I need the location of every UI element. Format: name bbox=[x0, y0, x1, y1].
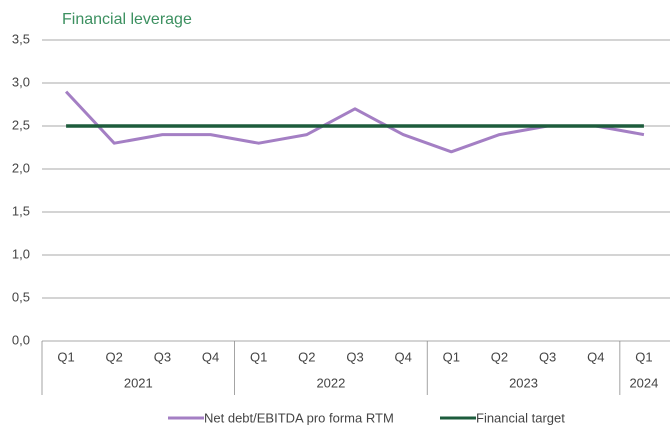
series-line bbox=[64, 90, 645, 154]
y-tick-label: 2,5 bbox=[12, 117, 30, 132]
y-tick-label: 0,5 bbox=[12, 289, 30, 304]
x-tick-label: Q1 bbox=[635, 349, 652, 364]
x-tick-label: Q1 bbox=[57, 349, 74, 364]
y-tick-label: 0,0 bbox=[12, 332, 30, 347]
x-tick-label: Q3 bbox=[539, 349, 556, 364]
x-tick-label: Q3 bbox=[346, 349, 363, 364]
year-label: 2024 bbox=[629, 375, 658, 390]
year-label: 2023 bbox=[509, 375, 538, 390]
y-tick-label: 3,0 bbox=[12, 74, 30, 89]
x-tick-label: Q1 bbox=[250, 349, 267, 364]
x-tick-label: Q2 bbox=[491, 349, 508, 364]
year-label: 2021 bbox=[124, 375, 153, 390]
x-tick-label: Q1 bbox=[443, 349, 460, 364]
y-tick-label: 1,5 bbox=[12, 203, 30, 218]
x-tick-label: Q2 bbox=[106, 349, 123, 364]
x-tick-label: Q4 bbox=[202, 349, 219, 364]
x-tick-label: Q3 bbox=[154, 349, 171, 364]
year-label: 2022 bbox=[316, 375, 345, 390]
y-tick-label: 1,0 bbox=[12, 246, 30, 261]
legend-label: Net debt/EBITDA pro forma RTM bbox=[204, 410, 394, 425]
chart-title: Financial leverage bbox=[62, 11, 192, 28]
x-tick-label: Q4 bbox=[394, 349, 411, 364]
x-tick-label: Q4 bbox=[587, 349, 604, 364]
y-tick-label: 2,0 bbox=[12, 160, 30, 175]
x-tick-label: Q2 bbox=[298, 349, 315, 364]
y-tick-label: 3,5 bbox=[12, 31, 30, 46]
legend-label: Financial target bbox=[476, 410, 565, 425]
